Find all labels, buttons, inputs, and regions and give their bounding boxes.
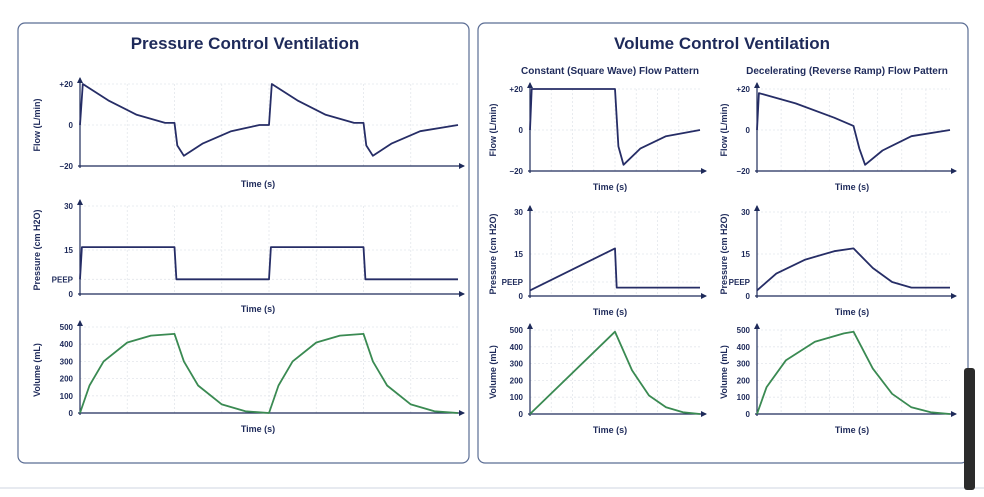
square-wave-column-title: Constant (Square Wave) Flow Pattern [521, 66, 699, 77]
y-tick-label: +20 [509, 85, 523, 94]
x-axis-label: Time (s) [593, 425, 627, 435]
y-tick-label: 30 [741, 208, 750, 217]
series-line [529, 330, 701, 415]
x-axis-label: Time (s) [835, 425, 869, 435]
y-tick-label: 30 [64, 202, 73, 211]
y-tick-label: 15 [64, 246, 73, 255]
y-tick-label: 200 [737, 376, 751, 385]
y-tick-label: 15 [741, 250, 750, 259]
x-axis-label: Time (s) [241, 424, 275, 434]
x-axis-label: Time (s) [593, 182, 627, 192]
y-tick-label: 500 [60, 323, 74, 332]
y-tick-label: 500 [510, 326, 524, 335]
chart-vcv-square-volume: 500 400 300 200 100 0 Time (s) Volume (mL) [488, 323, 707, 435]
y-tick-label: 0 [746, 410, 751, 419]
left-panel-title: Pressure Control Ventilation [131, 34, 360, 53]
y-tick-label: 0 [746, 292, 751, 301]
x-axis-label: Time (s) [835, 307, 869, 317]
y-tick-label: PEEP [52, 275, 74, 284]
x-axis-label: Time (s) [835, 182, 869, 192]
y-tick-label: 300 [510, 360, 524, 369]
series-line [79, 83, 459, 157]
left-panel [17, 22, 470, 464]
y-tick-label: 0 [69, 290, 74, 299]
y-axis-label: Pressure (cm H2O) [719, 213, 729, 294]
series-line [756, 330, 951, 415]
chart-pcv-volume: 500 400 300 200 100 0 Time (s) Volume (mL) [32, 320, 465, 434]
y-tick-label: 100 [510, 393, 524, 402]
series-line [529, 88, 701, 166]
y-tick-label: 400 [510, 343, 524, 352]
chart-vcv-decel-volume: 500 400 300 200 100 0 Time (s) Volume (mL) [719, 323, 957, 435]
y-tick-label: −20 [736, 167, 750, 176]
chart-vcv-square-pressure: 30 15 PEEP 0 Time (s) Pressure (cm H2O) [488, 205, 707, 317]
chart-vcv-square-flow: +20 0 −20 Time (s) Flow (L/min) [488, 82, 707, 192]
y-tick-label: 200 [510, 376, 524, 385]
x-axis-label: Time (s) [593, 307, 627, 317]
y-tick-label: −20 [509, 167, 523, 176]
y-tick-label: 0 [746, 126, 751, 135]
chart-pcv-flow: +20 0 −20 Time (s) Flow (L/min) [32, 77, 465, 189]
y-axis-label: Pressure (cm H2O) [32, 209, 42, 290]
y-tick-label: 0 [519, 126, 524, 135]
y-tick-label: +20 [736, 85, 750, 94]
y-tick-label: 500 [737, 326, 751, 335]
y-tick-label: 0 [519, 292, 524, 301]
x-axis-label: Time (s) [241, 179, 275, 189]
decelerating-column-title: Decelerating (Reverse Ramp) Flow Pattern [746, 66, 948, 77]
y-tick-label: 0 [69, 121, 74, 130]
y-tick-label: 30 [514, 208, 523, 217]
scrollbar-thumb[interactable] [964, 368, 975, 490]
y-tick-label: −20 [59, 162, 73, 171]
y-tick-label: 100 [60, 392, 74, 401]
y-axis-label: Flow (L/min) [32, 99, 42, 152]
y-tick-label: 0 [69, 409, 74, 418]
y-tick-label: 15 [514, 250, 523, 259]
right-panel-title: Volume Control Ventilation [614, 34, 830, 53]
series-line [756, 247, 950, 292]
y-tick-label: 400 [60, 340, 74, 349]
y-tick-label: 300 [737, 360, 751, 369]
y-tick-label: 0 [519, 410, 524, 419]
chart-vcv-decel-flow: +20 0 −20 Time (s) Flow (L/min) [719, 82, 957, 192]
y-axis-label: Flow (L/min) [488, 104, 498, 157]
y-axis-label: Volume (mL) [719, 345, 729, 399]
charts-layer: +20 0 −20 Time (s) Flow (L/min) 30 15 PEEP 0 Time… [32, 77, 957, 435]
y-axis-label: Volume (mL) [488, 345, 498, 399]
series-line [79, 332, 459, 414]
y-axis-label: Flow (L/min) [719, 104, 729, 157]
series-line [79, 246, 458, 281]
series-line [756, 92, 951, 166]
y-tick-label: +20 [59, 80, 73, 89]
y-tick-label: 100 [737, 393, 751, 402]
y-tick-label: PEEP [502, 278, 524, 287]
y-tick-label: PEEP [729, 278, 751, 287]
y-tick-label: 300 [60, 357, 74, 366]
y-axis-label: Volume (mL) [32, 343, 42, 397]
x-axis-label: Time (s) [241, 304, 275, 314]
chart-vcv-decel-pressure: 30 15 PEEP 0 Time (s) Pressure (cm H2O) [719, 205, 957, 317]
y-tick-label: 400 [737, 343, 751, 352]
right-panel [477, 22, 969, 464]
series-line [529, 247, 700, 292]
y-axis-label: Pressure (cm H2O) [488, 213, 498, 294]
y-tick-label: 200 [60, 375, 74, 384]
chart-pcv-pressure: 30 15 PEEP 0 Time (s) Pressure (cm H2O) [32, 199, 465, 314]
